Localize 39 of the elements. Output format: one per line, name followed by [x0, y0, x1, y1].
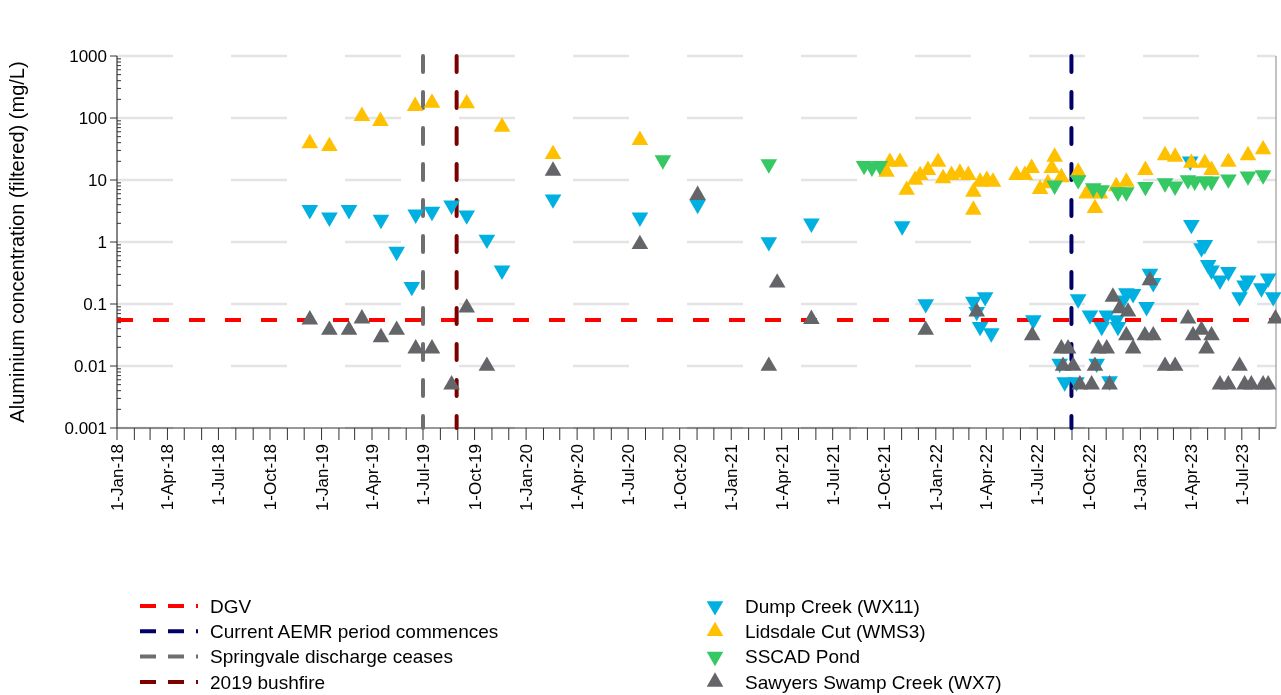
legend-label: Current AEMR period commences: [210, 620, 499, 642]
x-tick-label: 1-Apr-21: [772, 444, 792, 511]
x-tick-label: 1-Apr-22: [977, 444, 997, 511]
x-tick-label: 1-Jul-19: [413, 444, 433, 506]
x-tick-label: 1-Oct-19: [465, 444, 485, 511]
x-tick-label: 1-Jul-22: [1028, 444, 1048, 506]
x-tick-label: 1-Oct-20: [670, 444, 690, 511]
x-tick-label: 1-Jan-23: [1131, 444, 1151, 512]
legend-label: Dump Creek (WX11): [745, 595, 920, 617]
y-tick-label: 0.01: [73, 356, 107, 376]
x-tick-label: 1-Apr-19: [362, 444, 382, 511]
legend-label: Lidsdale Cut (WMS3): [745, 620, 926, 642]
y-tick-label: 100: [78, 108, 107, 128]
x-tick-label: 1-Jan-19: [312, 444, 332, 512]
x-tick-label: 1-Jan-18: [107, 444, 127, 512]
x-tick-label: 1-Apr-20: [568, 444, 588, 511]
x-tick-label: 1-Jul-18: [209, 444, 229, 506]
x-tick-label: 1-Jan-21: [722, 444, 742, 512]
legend-label: Sawyers Swamp Creek (WX7): [745, 671, 1002, 693]
x-tick-label: 1-Apr-18: [158, 444, 178, 511]
x-tick-label: 1-Jan-20: [517, 444, 537, 512]
y-axis-title: Aluminium concentration (filtered) (mg/L): [6, 61, 28, 423]
x-tick-label: 1-Oct-22: [1079, 444, 1099, 511]
y-tick-label: 10: [88, 170, 107, 190]
y-tick-label: 0.001: [64, 418, 107, 438]
x-tick-label: 1-Jul-20: [619, 444, 639, 506]
y-tick-label: 0.1: [83, 294, 107, 314]
x-tick-label: 1-Oct-18: [260, 444, 280, 511]
x-tick-label: 1-Jul-23: [1232, 444, 1252, 506]
x-tick-label: 1-Apr-23: [1181, 444, 1201, 511]
legend-label: 2019 bushfire: [210, 671, 326, 693]
x-tick-label: 1-Oct-21: [875, 444, 895, 511]
legend-label: Springvale discharge ceases: [210, 646, 453, 668]
x-tick-label: 1-Jul-21: [823, 444, 843, 506]
y-tick-label: 1: [97, 232, 107, 252]
legend-label: SSCAD Pond: [745, 646, 861, 668]
y-tick-label: 1000: [69, 46, 107, 66]
legend-label: DGV: [210, 595, 252, 617]
x-tick-label: 1-Jan-22: [926, 444, 946, 512]
